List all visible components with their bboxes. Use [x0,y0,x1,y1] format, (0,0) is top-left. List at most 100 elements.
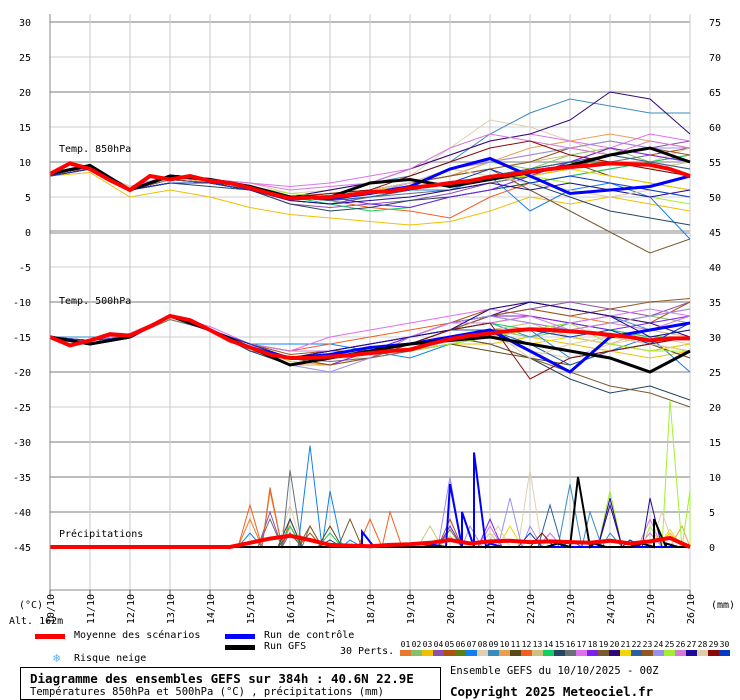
right-tick-label: 50 [709,193,721,204]
ensemble-chart: 302520151050-5-10-15-20-25-30-35-40-4575… [13,14,721,624]
pert-legend-swatch [400,650,411,656]
pert-legend-number: 12 [521,640,532,649]
chart-title: Diagramme des ensembles GEFS sur 384h : … [30,671,414,686]
x-date-label: 10/10 [46,594,57,624]
pert-legend-number: 05 [444,640,455,649]
pert-legend-swatch [422,650,433,656]
x-date-label: 20/10 [446,594,457,624]
pert-legend-swatch [444,650,455,656]
pert-legend-swatch [455,650,466,656]
axes [49,14,691,596]
pert-legend-number: 03 [422,640,433,649]
pert-legend-number: 25 [664,640,675,649]
pert-legend-number: 21 [620,640,631,649]
left-tick-label: 30 [19,18,31,29]
right-tick-label: 15 [709,438,721,449]
legend-control-label: Run de contrôle [264,630,355,641]
altitude-label: Alt. 162m [9,616,64,627]
x-date-label: 24/10 [606,594,617,624]
label-precip: Précipitations [59,529,144,540]
legend-gfs-swatch [225,645,255,650]
run-info: Ensemble GEFS du 10/10/2025 - 00Z [450,665,659,677]
right-tick-label: 45 [709,228,721,239]
pert-legend-number: 02 [411,640,422,649]
copyright: Copyright 2025 Meteociel.fr [450,684,654,699]
pert-legend-number: 17 [576,640,587,649]
right-tick-label: 10 [709,473,721,484]
right-tick-label: 60 [709,123,721,134]
pert-legend-swatch [554,650,565,656]
right-tick-label: 0 [709,543,715,554]
x-date-label: 13/10 [166,594,177,624]
x-date-label: 15/10 [246,594,257,624]
left-tick-label: -35 [13,473,31,484]
pert-legend-number: 16 [565,640,576,649]
pert-legend-number: 18 [587,640,598,649]
pert-legend-swatch [411,650,422,656]
title-box: Diagramme des ensembles GEFS sur 384h : … [20,667,441,700]
pert-legend-number: 15 [554,640,565,649]
pert-legend-number: 27 [686,640,697,649]
right-tick-label: 55 [709,158,721,169]
axis-labels: 302520151050-5-10-15-20-25-30-35-40-4575… [13,18,721,624]
pert-legend-swatch [598,650,609,656]
pert-legend-number: 09 [488,640,499,649]
pert-legend-number: 06 [455,640,466,649]
pert-legend-swatch [587,650,598,656]
gfs-precip-line [50,476,690,549]
left-tick-label: -15 [13,333,31,344]
pert-legend-number: 30 [719,640,730,649]
pert-legend-swatch [719,650,730,656]
pert-25-precip-line [50,399,691,549]
pert-legend-swatch [576,650,587,656]
right-tick-label: 35 [709,298,721,309]
pert-legend-swatch [488,650,499,656]
pert-legend-number: 07 [466,640,477,649]
mean-precip-line [50,533,691,549]
pert-legend-swatch [609,650,620,656]
x-date-label: 21/10 [486,594,497,624]
pert-legend-swatch [433,650,444,656]
main-lines [49,146,691,549]
pert-legend-swatch [642,650,653,656]
left-axis-unit: (°C) [19,600,44,611]
x-date-label: 12/10 [126,594,137,624]
right-tick-label: 40 [709,263,721,274]
pert-legend-swatch [466,650,477,656]
pert-legend-swatch [697,650,708,656]
grid [49,14,691,590]
pert-legend-swatch [543,650,554,656]
label-temp-850: Temp. 850hPa [59,144,132,155]
right-tick-label: 5 [709,508,715,519]
pert-legend-swatch [686,650,697,656]
x-date-label: 19/10 [406,594,417,624]
pert-legend-number: 29 [708,640,719,649]
pert-legend-number: 13 [532,640,543,649]
left-tick-label: -20 [13,368,31,379]
left-tick-label: -45 [13,543,31,554]
pert-legend-swatch [653,650,664,656]
pert-legend-swatch [620,650,631,656]
right-tick-label: 75 [709,18,721,29]
pert-legend-swatch [510,650,521,656]
x-date-label: 25/10 [646,594,657,624]
pert-legend-number: 26 [675,640,686,649]
pert-legend-swatch [499,650,510,656]
left-tick-label: 20 [19,88,31,99]
legend-control-swatch [225,634,255,639]
mean-t500-line [49,313,690,360]
x-date-label: 16/10 [286,594,297,624]
right-axis-unit: (mm) [711,600,736,611]
left-tick-label: 0 [25,228,31,239]
snowflake-icon: ❄ [53,651,61,665]
x-date-label: 18/10 [366,594,377,624]
legend-snow-label: Risque neige [74,653,147,664]
mean-t850-line [49,161,691,201]
pert-legend-number: 01 [400,640,411,649]
x-date-label: 23/10 [566,594,577,624]
left-tick-label: 10 [19,158,31,169]
pert-legend-number: 24 [653,640,664,649]
legend-gfs-label: Run GFS [264,641,307,652]
pert-legend-number: 28 [697,640,708,649]
right-tick-label: 25 [709,368,721,379]
